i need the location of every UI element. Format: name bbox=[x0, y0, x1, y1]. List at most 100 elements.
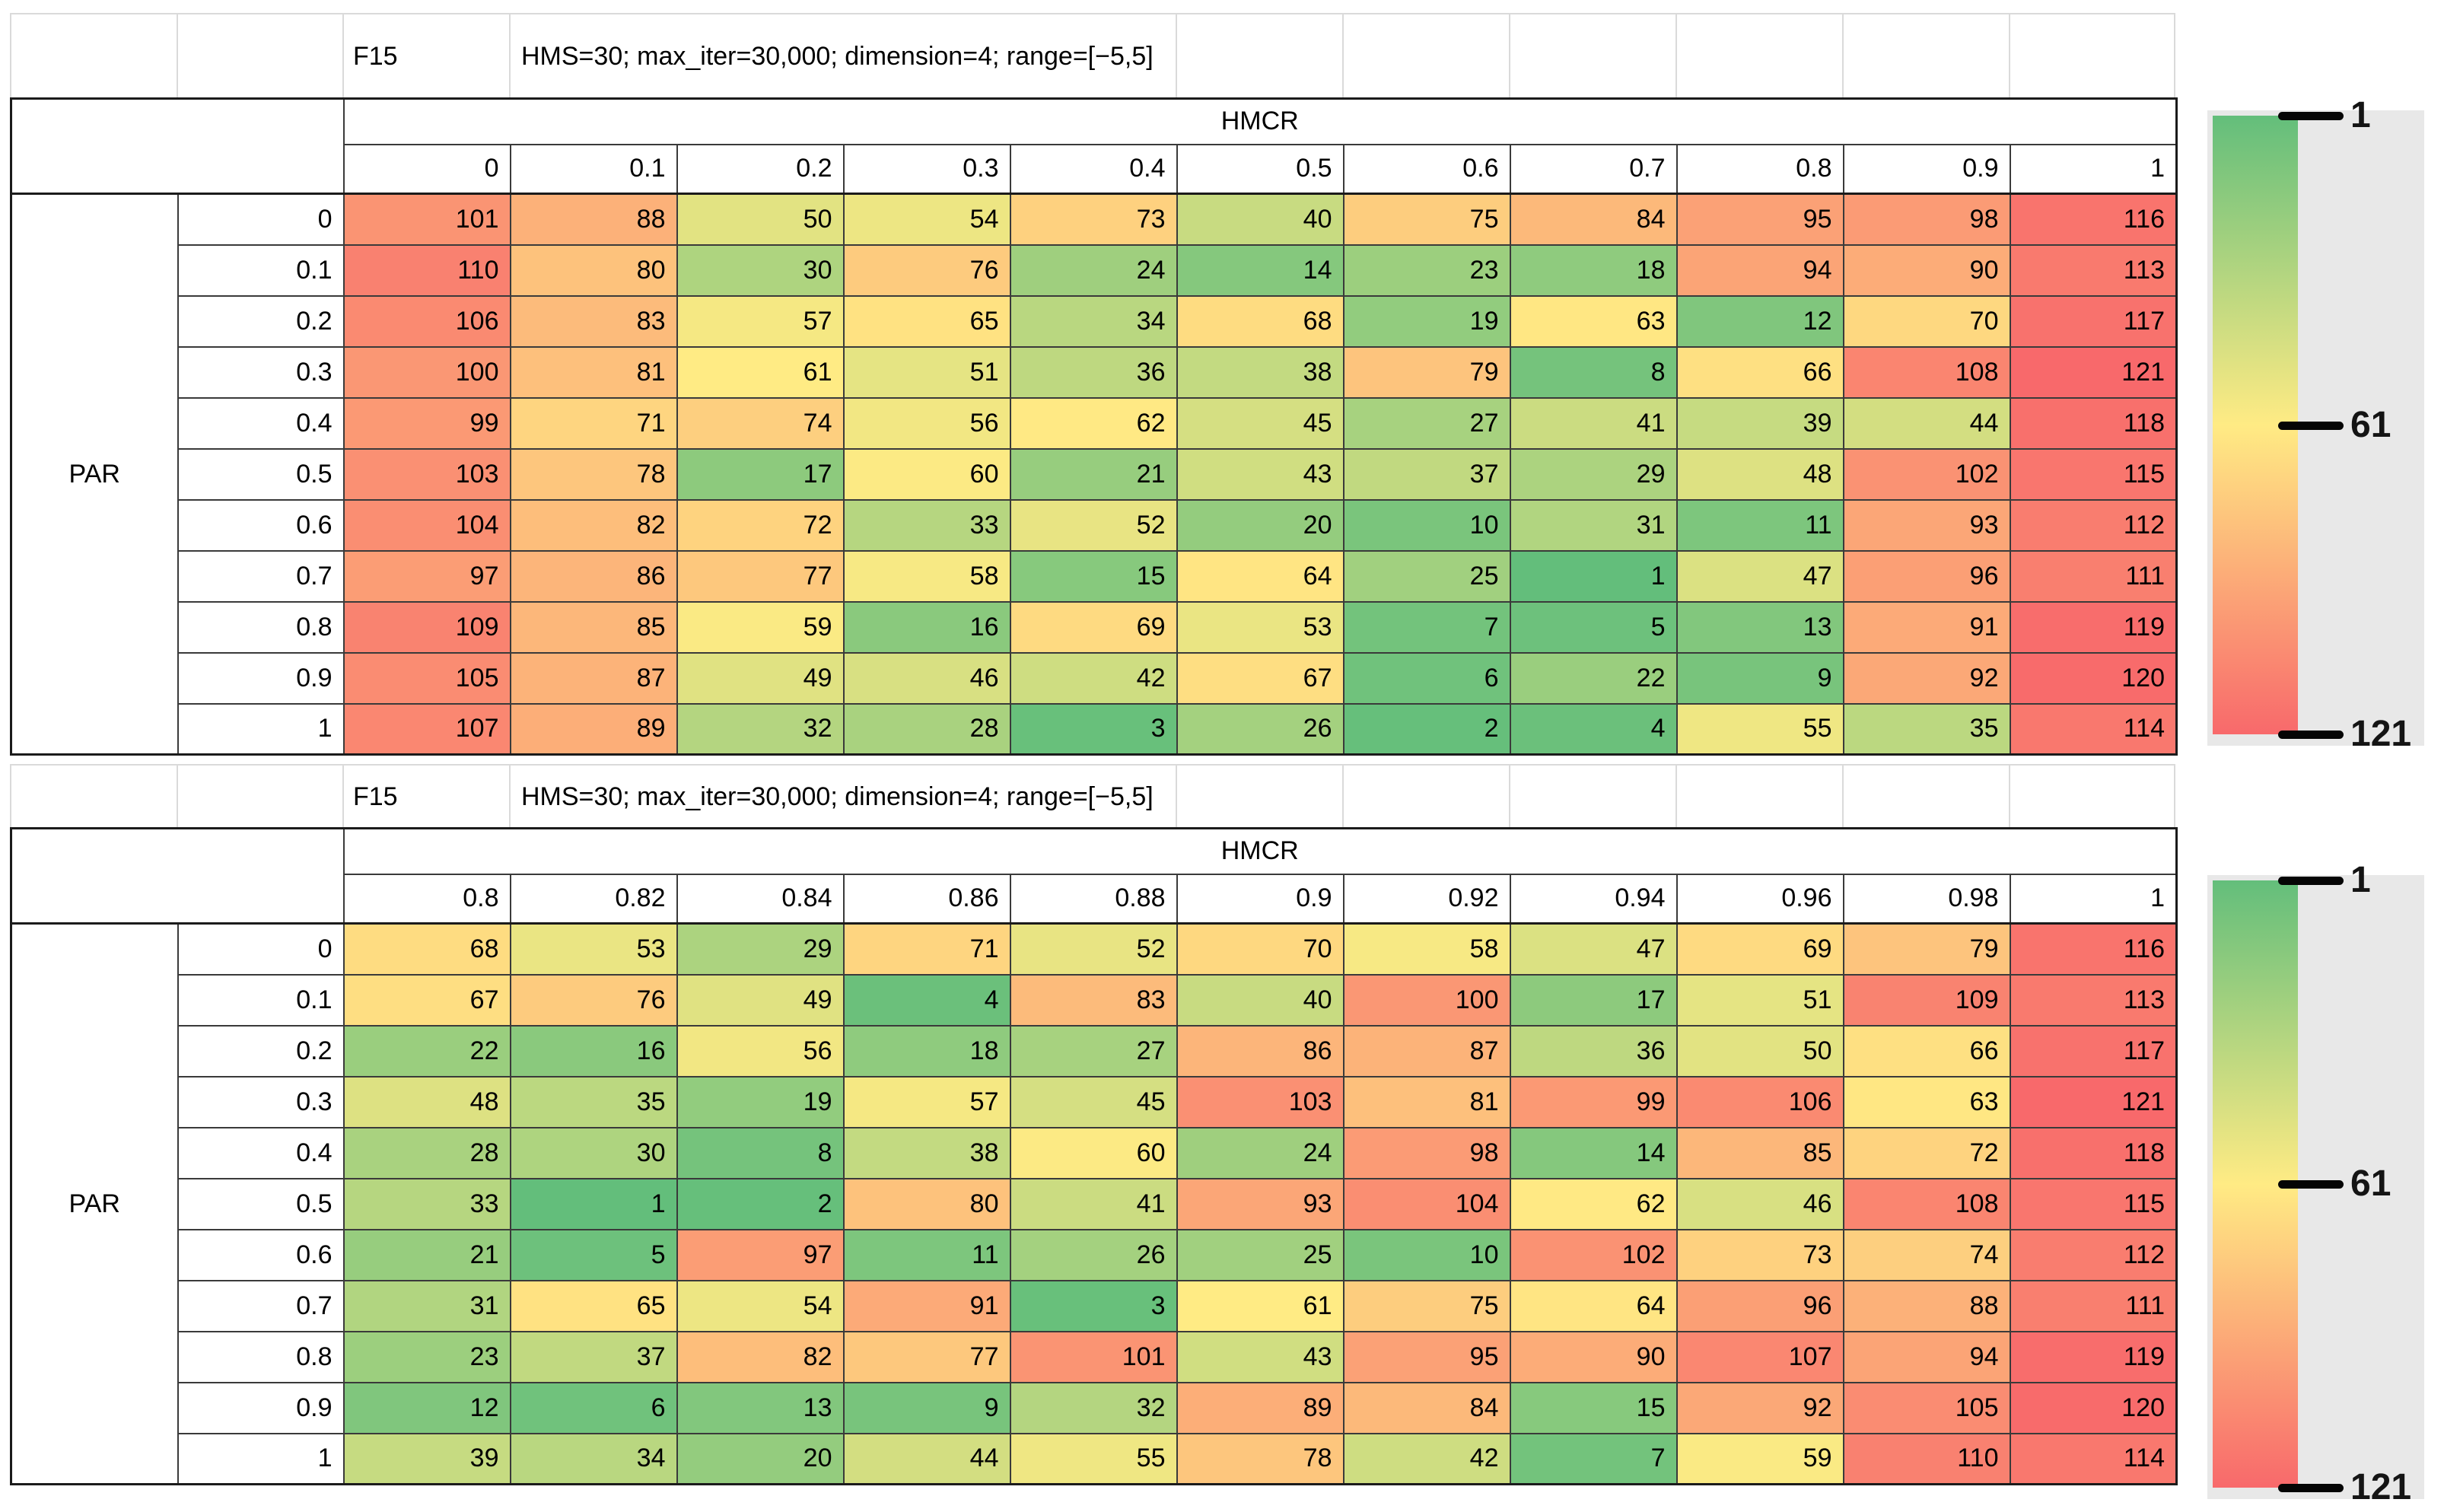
heatmap-cell[interactable]: 9 bbox=[842, 1381, 1011, 1434]
heatmap-cell[interactable]: 23 bbox=[342, 1330, 511, 1383]
heatmap-cell[interactable]: 120 bbox=[2009, 651, 2178, 705]
par-value-header[interactable]: 0.7 bbox=[177, 1279, 345, 1332]
heatmap-cell[interactable]: 16 bbox=[842, 600, 1011, 654]
heatmap-cell[interactable]: 48 bbox=[1675, 447, 1844, 501]
heatmap-cell[interactable]: 12 bbox=[342, 1381, 511, 1434]
heatmap-cell[interactable]: 114 bbox=[2009, 702, 2178, 756]
heatmap-cell[interactable]: 109 bbox=[342, 600, 511, 654]
heatmap-cell[interactable]: 59 bbox=[1675, 1432, 1844, 1485]
heatmap-cell[interactable]: 76 bbox=[509, 973, 678, 1027]
heatmap-cell[interactable]: 20 bbox=[676, 1432, 845, 1485]
heatmap-cell[interactable]: 63 bbox=[1509, 294, 1678, 348]
heatmap-cell[interactable]: 25 bbox=[1176, 1228, 1345, 1281]
heatmap-cell[interactable]: 3 bbox=[1009, 702, 1178, 756]
heatmap-cell[interactable]: 72 bbox=[1842, 1126, 2011, 1179]
heatmap-cell[interactable]: 7 bbox=[1342, 600, 1511, 654]
heatmap-cell[interactable]: 70 bbox=[1842, 294, 2011, 348]
par-value-header[interactable]: 0.8 bbox=[177, 1330, 345, 1383]
heatmap-cell[interactable]: 25 bbox=[1342, 549, 1511, 603]
heatmap-cell[interactable]: 108 bbox=[1842, 345, 2011, 399]
heatmap-cell[interactable]: 49 bbox=[676, 973, 845, 1027]
heatmap-cell[interactable]: 108 bbox=[1842, 1177, 2011, 1230]
heatmap-cell[interactable]: 107 bbox=[1675, 1330, 1844, 1383]
heatmap-cell[interactable]: 23 bbox=[1342, 244, 1511, 297]
heatmap-cell[interactable]: 114 bbox=[2009, 1432, 2178, 1485]
heatmap-cell[interactable]: 95 bbox=[1342, 1330, 1511, 1383]
heatmap-cell[interactable]: 69 bbox=[1675, 922, 1844, 976]
heatmap-cell[interactable]: 2 bbox=[1342, 702, 1511, 756]
heatmap-cell[interactable]: 29 bbox=[1509, 447, 1678, 501]
heatmap-cell[interactable]: 116 bbox=[2009, 922, 2178, 976]
heatmap-cell[interactable]: 64 bbox=[1176, 549, 1345, 603]
heatmap-cell[interactable]: 91 bbox=[842, 1279, 1011, 1332]
heatmap-cell[interactable]: 104 bbox=[1342, 1177, 1511, 1230]
heatmap-cell[interactable]: 6 bbox=[509, 1381, 678, 1434]
heatmap-cell[interactable]: 71 bbox=[842, 922, 1011, 976]
heatmap-cell[interactable]: 103 bbox=[342, 447, 511, 501]
heatmap-cell[interactable]: 21 bbox=[1009, 447, 1178, 501]
par-value-header[interactable]: 0 bbox=[177, 193, 345, 246]
heatmap-cell[interactable]: 33 bbox=[342, 1177, 511, 1230]
hmcr-value-header[interactable]: 0.94 bbox=[1509, 873, 1678, 925]
heatmap-cell[interactable]: 87 bbox=[509, 651, 678, 705]
heatmap-cell[interactable]: 39 bbox=[1675, 396, 1844, 450]
par-row-group-header[interactable]: PAR bbox=[10, 922, 179, 1485]
heatmap-cell[interactable]: 69 bbox=[1009, 600, 1178, 654]
heatmap-cell[interactable]: 44 bbox=[842, 1432, 1011, 1485]
heatmap-cell[interactable]: 46 bbox=[842, 651, 1011, 705]
heatmap-cell[interactable]: 96 bbox=[1675, 1279, 1844, 1332]
par-value-header[interactable]: 0 bbox=[177, 922, 345, 976]
heatmap-cell[interactable]: 45 bbox=[1009, 1075, 1178, 1128]
heatmap-cell[interactable]: 101 bbox=[342, 193, 511, 246]
heatmap-cell[interactable]: 71 bbox=[509, 396, 678, 450]
heatmap-cell[interactable]: 105 bbox=[1842, 1381, 2011, 1434]
heatmap-cell[interactable]: 87 bbox=[1342, 1024, 1511, 1077]
heatmap-cell[interactable]: 4 bbox=[1509, 702, 1678, 756]
heatmap-cell[interactable]: 36 bbox=[1009, 345, 1178, 399]
heatmap-cell[interactable]: 10 bbox=[1342, 498, 1511, 552]
heatmap-cell[interactable]: 53 bbox=[1176, 600, 1345, 654]
heatmap-cell[interactable]: 26 bbox=[1009, 1228, 1178, 1281]
heatmap-cell[interactable]: 24 bbox=[1009, 244, 1178, 297]
par-value-header[interactable]: 0.6 bbox=[177, 498, 345, 552]
hmcr-column-group-header[interactable]: HMCR bbox=[342, 827, 2178, 875]
heatmap-cell[interactable]: 43 bbox=[1176, 1330, 1345, 1383]
heatmap-cell[interactable]: 22 bbox=[1509, 651, 1678, 705]
heatmap-cell[interactable]: 57 bbox=[676, 294, 845, 348]
heatmap-cell[interactable]: 98 bbox=[1342, 1126, 1511, 1179]
par-value-header[interactable]: 0.2 bbox=[177, 1024, 345, 1077]
hmcr-value-header[interactable]: 0.86 bbox=[842, 873, 1011, 925]
par-value-header[interactable]: 0.6 bbox=[177, 1228, 345, 1281]
par-value-header[interactable]: 0.9 bbox=[177, 651, 345, 705]
heatmap-cell[interactable]: 59 bbox=[676, 600, 845, 654]
hmcr-value-header[interactable]: 0.9 bbox=[1842, 143, 2011, 195]
heatmap-cell[interactable]: 110 bbox=[1842, 1432, 2011, 1485]
heatmap-cell[interactable]: 18 bbox=[842, 1024, 1011, 1077]
heatmap-cell[interactable]: 88 bbox=[509, 193, 678, 246]
heatmap-cell[interactable]: 34 bbox=[509, 1432, 678, 1485]
heatmap-cell[interactable]: 62 bbox=[1509, 1177, 1678, 1230]
heatmap-cell[interactable]: 9 bbox=[1675, 651, 1844, 705]
heatmap-cell[interactable]: 89 bbox=[509, 702, 678, 756]
heatmap-cell[interactable]: 42 bbox=[1342, 1432, 1511, 1485]
heatmap-cell[interactable]: 98 bbox=[1842, 193, 2011, 246]
heatmap-cell[interactable]: 1 bbox=[1509, 549, 1678, 603]
hmcr-value-header[interactable]: 0.96 bbox=[1675, 873, 1844, 925]
heatmap-cell[interactable]: 75 bbox=[1342, 193, 1511, 246]
heatmap-cell[interactable]: 97 bbox=[676, 1228, 845, 1281]
heatmap-cell[interactable]: 54 bbox=[676, 1279, 845, 1332]
heatmap-cell[interactable]: 51 bbox=[842, 345, 1011, 399]
heatmap-cell[interactable]: 86 bbox=[1176, 1024, 1345, 1077]
heatmap-cell[interactable]: 40 bbox=[1176, 193, 1345, 246]
heatmap-cell[interactable]: 105 bbox=[342, 651, 511, 705]
heatmap-cell[interactable]: 30 bbox=[509, 1126, 678, 1179]
heatmap-cell[interactable]: 40 bbox=[1176, 973, 1345, 1027]
heatmap-cell[interactable]: 99 bbox=[1509, 1075, 1678, 1128]
heatmap-cell[interactable]: 82 bbox=[676, 1330, 845, 1383]
heatmap-cell[interactable]: 95 bbox=[1675, 193, 1844, 246]
heatmap-cell[interactable]: 92 bbox=[1675, 1381, 1844, 1434]
heatmap-cell[interactable]: 41 bbox=[1509, 396, 1678, 450]
heatmap-cell[interactable]: 96 bbox=[1842, 549, 2011, 603]
heatmap-cell[interactable]: 117 bbox=[2009, 1024, 2178, 1077]
heatmap-cell[interactable]: 67 bbox=[342, 973, 511, 1027]
